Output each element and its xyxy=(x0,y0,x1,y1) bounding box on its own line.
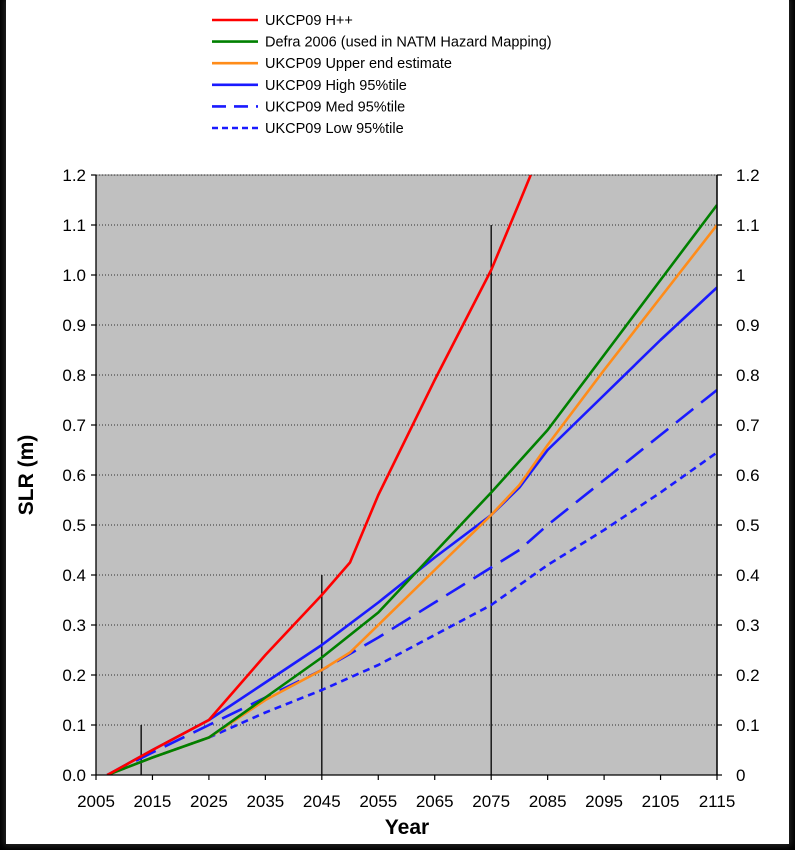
legend-entry: Defra 2006 (used in NATM Hazard Mapping) xyxy=(265,35,552,51)
x-axis-title: Year xyxy=(385,816,429,839)
x-tick-label: 2105 xyxy=(642,792,680,811)
y-tick-label: 0.2 xyxy=(62,666,86,685)
y-tick-label-right: 1 xyxy=(736,266,745,285)
y-tick-label-right: 1.2 xyxy=(736,166,760,185)
y-tick-label: 0.1 xyxy=(62,716,86,735)
x-tick-label: 2085 xyxy=(529,792,567,811)
axes: 0.0 0.1 0.2 0.3 0.4 0.5 0.6 0.7 0.8 0.9 1.0 1.1 1.2 0… xyxy=(62,166,759,811)
series-line xyxy=(106,204,717,775)
legend-entry: UKCP09 Med 95%tile xyxy=(265,99,405,115)
y-tick-label-right: 0.2 xyxy=(736,666,760,685)
y-axis-title: SLR (m) xyxy=(15,435,38,516)
y-tick-label-right: 0.4 xyxy=(736,566,760,585)
legend-entry: UKCP09 High 95%tile xyxy=(265,78,407,94)
y-tick-label: 0.3 xyxy=(62,616,86,635)
x-tick-label: 2065 xyxy=(416,792,454,811)
legend-entry: UKCP09 Upper end estimate xyxy=(265,56,452,72)
y-tick-label-right: 0.3 xyxy=(736,616,760,635)
y-tick-label-right: 1.1 xyxy=(736,216,760,235)
y-tick-label-right: 0.9 xyxy=(736,316,760,335)
legend-entry: UKCP09 Low 95%tile xyxy=(265,121,404,137)
y-tick-label: 1.2 xyxy=(62,166,86,185)
y-tick-label: 0.8 xyxy=(62,366,86,385)
x-tick-label: 2055 xyxy=(359,792,397,811)
x-tick-label: 2025 xyxy=(190,792,228,811)
x-tick-label: 2115 xyxy=(699,792,736,811)
plot-area xyxy=(95,174,718,776)
y-tick-label-right: 0 xyxy=(736,766,745,785)
y-tick-label: 0.9 xyxy=(62,316,86,335)
x-tick-label: 2095 xyxy=(585,792,623,811)
y-tick-label: 0.5 xyxy=(62,516,86,535)
x-tick-label: 2035 xyxy=(246,792,284,811)
y-tick-label-right: 0.7 xyxy=(736,416,760,435)
y-tick-label-right: 0.6 xyxy=(736,466,760,485)
x-tick-label: 2005 xyxy=(77,792,115,811)
series-line xyxy=(106,388,717,775)
x-tick-label: 2075 xyxy=(472,792,510,811)
y-tick-label: 0.7 xyxy=(62,416,86,435)
y-tick-label: 1.1 xyxy=(62,216,86,235)
y-tick-label: 1.0 xyxy=(62,266,86,285)
x-tick-label: 2015 xyxy=(134,792,172,811)
y-tick-label-right: 0.5 xyxy=(736,516,760,535)
legend-entry: UKCP09 H++ xyxy=(265,13,353,29)
series-lines xyxy=(106,175,717,775)
y-tick-label: 0.6 xyxy=(62,466,86,485)
x-tick-label: 2045 xyxy=(303,792,341,811)
series-line xyxy=(106,175,532,775)
y-tick-label: 0.0 xyxy=(62,766,86,785)
y-tick-label-right: 0.8 xyxy=(736,366,760,385)
legend: UKCP09 H++ Defra 2006 (used in NATM Hazar… xyxy=(212,13,552,137)
y-tick-label-right: 0.1 xyxy=(736,716,760,735)
y-tick-label: 0.4 xyxy=(62,566,86,585)
